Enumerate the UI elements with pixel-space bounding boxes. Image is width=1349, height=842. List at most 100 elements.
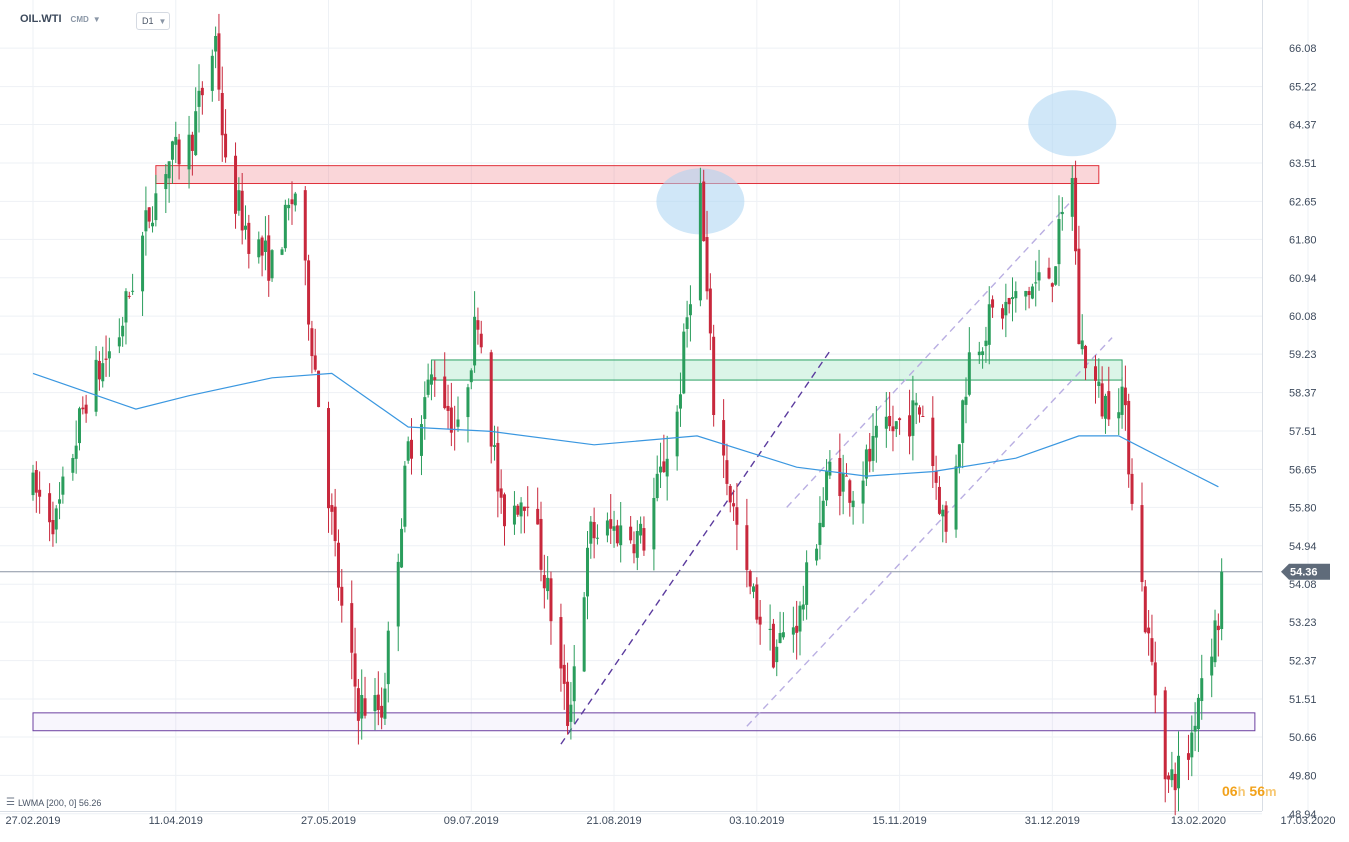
candle-body	[479, 333, 483, 348]
candle-body	[516, 505, 520, 515]
candle-body	[848, 480, 852, 503]
y-tick-label: 57.51	[1289, 426, 1317, 438]
y-tick-label: 54.94	[1289, 541, 1317, 553]
x-tick-label: 13.02.2020	[1171, 815, 1226, 827]
candle-body	[257, 239, 261, 258]
candle-body	[778, 633, 782, 644]
countdown-hours: 06	[1222, 783, 1238, 799]
candle-body	[1070, 178, 1074, 217]
candle-body	[1001, 308, 1005, 319]
candle-body	[582, 597, 586, 672]
y-tick-label: 56.65	[1289, 464, 1317, 476]
candle-body	[293, 193, 297, 206]
candle-body	[336, 542, 340, 588]
candle-body	[84, 404, 88, 414]
candle-body	[260, 237, 264, 256]
candles	[31, 13, 1224, 816]
candle-body	[536, 508, 540, 525]
y-tick-label: 62.65	[1289, 196, 1317, 208]
candle-body	[154, 193, 158, 221]
candle-body	[466, 387, 470, 418]
resistance-zone	[155, 165, 1100, 185]
candle-body	[592, 522, 596, 539]
candle-body	[363, 698, 367, 716]
candle-body	[1004, 301, 1008, 316]
candle-body	[77, 408, 81, 444]
candle-body	[1047, 267, 1051, 279]
candle-body	[918, 407, 922, 415]
candle-body	[117, 337, 121, 347]
candle-body	[101, 363, 105, 382]
lwma-series	[32, 372, 1219, 488]
candle-body	[48, 493, 52, 523]
y-tick-label: 65.22	[1289, 82, 1317, 94]
candle-body	[934, 471, 938, 483]
candle-body	[748, 571, 752, 587]
candle-body	[682, 331, 686, 394]
instrument-symbol[interactable]: OIL.WTI	[20, 13, 62, 25]
candle-body	[1213, 620, 1217, 663]
candle-body	[635, 531, 639, 558]
x-tick-label: 11.04.2019	[149, 815, 203, 827]
candle-body	[745, 525, 749, 570]
zones	[32, 165, 1256, 732]
candle-body	[224, 133, 228, 158]
candle-body	[868, 448, 872, 462]
candle-body	[313, 355, 317, 370]
candle-body	[200, 87, 204, 96]
timeframe-select[interactable]: D1 ▼	[136, 12, 170, 30]
candle-body	[615, 525, 619, 544]
candle-body	[825, 470, 829, 501]
chevron-down-icon[interactable]: ▼	[92, 14, 101, 24]
menu-icon[interactable]: ☰	[6, 797, 15, 808]
candle-body	[449, 407, 453, 433]
candle-body	[665, 458, 669, 477]
x-tick-label: 03.10.2019	[729, 815, 784, 827]
candle-body	[755, 584, 759, 620]
candle-body	[549, 578, 553, 622]
trendline	[560, 350, 831, 745]
candle-body	[426, 379, 430, 395]
x-tick-label: 31.12.2019	[1025, 815, 1080, 827]
candle-body	[894, 421, 898, 430]
candle-body	[1200, 678, 1204, 702]
candle-body	[1097, 381, 1101, 387]
candle-body	[240, 190, 244, 231]
candle-body	[791, 627, 795, 635]
candle-body	[1130, 473, 1134, 504]
candle-body	[386, 630, 390, 685]
candle-body	[247, 222, 251, 254]
candle-body	[662, 461, 666, 473]
countdown-minutes: 56	[1249, 783, 1265, 799]
candle-body	[396, 561, 400, 627]
candle-body	[71, 458, 75, 473]
y-tick-label: 53.23	[1289, 617, 1317, 629]
candle-body	[609, 519, 613, 529]
candle-body	[708, 288, 712, 334]
candle-body	[194, 111, 198, 156]
candle-body	[317, 370, 321, 408]
candle-body	[1103, 395, 1107, 419]
candle-body	[267, 235, 271, 281]
candle-body	[652, 497, 656, 550]
candle-body	[954, 466, 958, 530]
candle-body	[844, 475, 848, 477]
candle-body	[629, 526, 633, 541]
indicator-legend[interactable]: ☰ LWMA [200, 0] 56.26	[6, 797, 101, 808]
candle-body	[519, 502, 523, 517]
candle-body	[1060, 211, 1064, 215]
candle-body	[1163, 690, 1167, 780]
instrument-header[interactable]: OIL.WTI CMD ▼	[20, 13, 101, 25]
candle-body	[400, 528, 404, 568]
candle-body	[1170, 769, 1174, 781]
candle-body	[1167, 775, 1171, 780]
candle-body	[1077, 248, 1081, 345]
candle-body	[1120, 386, 1124, 415]
candle-body	[838, 458, 842, 497]
candle-body	[722, 420, 726, 456]
candle-body	[884, 416, 888, 429]
candle-body	[127, 295, 131, 297]
candle-body	[283, 204, 287, 249]
